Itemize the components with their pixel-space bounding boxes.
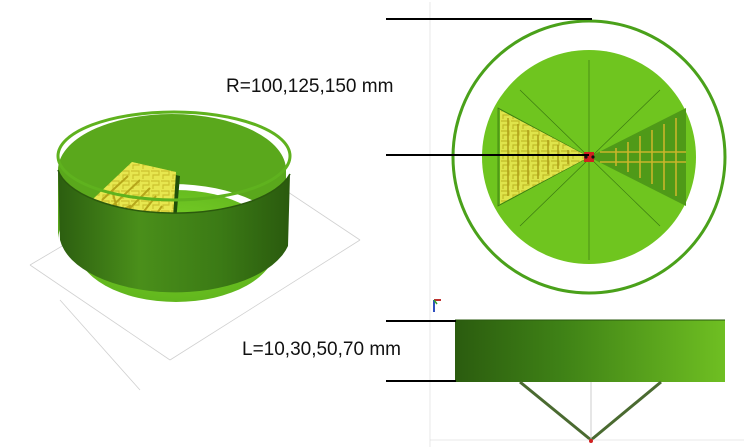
- cylinder-ring: [451, 19, 727, 295]
- feed-point-top: [584, 152, 594, 162]
- radius-label: R=100,125,150 mm: [226, 76, 394, 97]
- cylinder-front-wall: [58, 170, 290, 293]
- cylinder-top-rim: [56, 110, 292, 202]
- antenna-wing-right-top: [589, 108, 686, 206]
- side-view: [386, 299, 744, 443]
- length-label: L=10,30,50,70 mm: [242, 339, 401, 360]
- perspective-view: [29, 110, 361, 391]
- axis-triad-icon: [433, 299, 441, 312]
- antenna-legs: [519, 380, 662, 442]
- cylinder-side: [455, 320, 725, 382]
- antenna-wing-left-top: [497, 107, 590, 207]
- top-view: [386, 2, 727, 447]
